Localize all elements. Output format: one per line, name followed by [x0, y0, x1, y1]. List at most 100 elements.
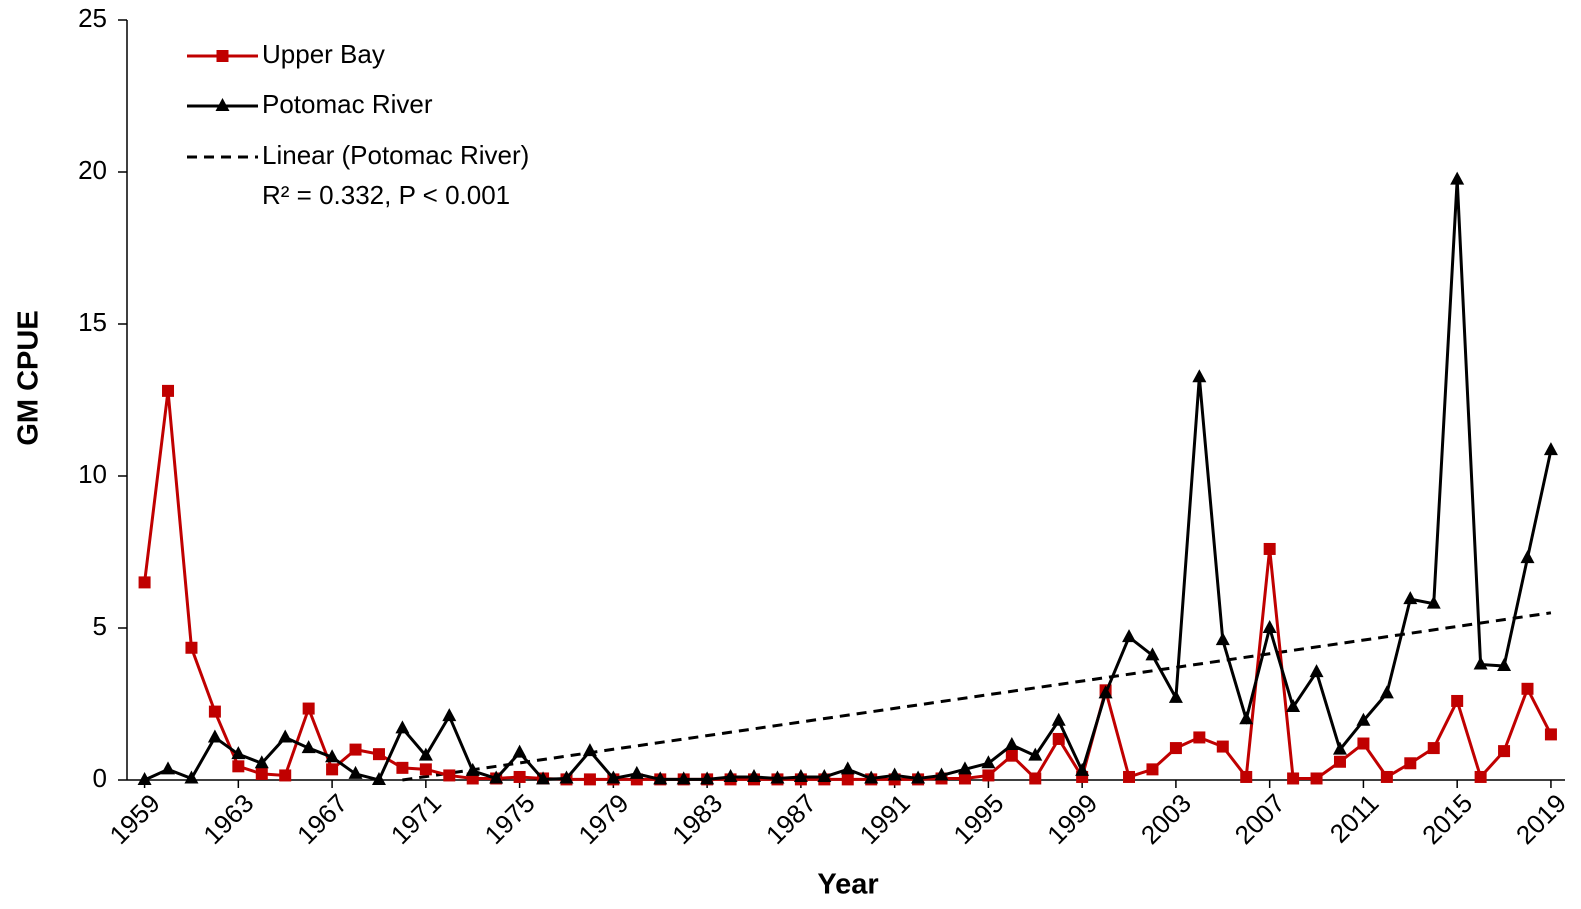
- data-point: [536, 771, 551, 785]
- x-tick-label: 1987: [760, 788, 822, 850]
- data-point: [396, 761, 409, 774]
- data-point: [185, 641, 198, 654]
- data-point: [1498, 745, 1511, 758]
- x-tick-label: 2019: [1510, 788, 1572, 850]
- data-point: [301, 740, 316, 754]
- data-point: [418, 747, 433, 761]
- data-point: [1380, 770, 1393, 783]
- data-point: [817, 768, 832, 782]
- data-point: [1473, 656, 1488, 670]
- x-tick-label: 1963: [197, 788, 259, 850]
- data-point: [1544, 728, 1557, 741]
- data-point: [489, 770, 504, 784]
- data-point: [1403, 591, 1418, 605]
- data-point: [1404, 757, 1417, 770]
- x-tick-label: 1959: [104, 788, 166, 850]
- data-point: [700, 771, 715, 785]
- data-point: [583, 773, 596, 786]
- data-point: [770, 770, 785, 784]
- data-point: [348, 765, 363, 779]
- data-point: [1145, 647, 1160, 661]
- data-point: [325, 749, 340, 763]
- data-point: [1216, 740, 1229, 753]
- x-tick-label: 1999: [1041, 788, 1103, 850]
- y-tick-label: 25: [78, 3, 107, 33]
- data-point: [1332, 741, 1347, 755]
- x-tick-label: 1983: [666, 788, 728, 850]
- data-point: [1451, 694, 1464, 707]
- data-point: [372, 748, 385, 761]
- data-point: [1286, 699, 1301, 713]
- data-point: [840, 761, 855, 775]
- data-point: [326, 763, 339, 776]
- legend-label: Potomac River: [262, 89, 433, 119]
- trend-line: [402, 611, 1552, 782]
- series-line: [143, 179, 1553, 782]
- x-tick-label: 2015: [1416, 788, 1478, 850]
- data-point: [1239, 711, 1254, 725]
- data-point: [1427, 742, 1440, 755]
- legend-marker: [215, 98, 230, 111]
- data-point: [371, 772, 386, 785]
- x-tick-label: 1975: [479, 788, 541, 850]
- data-point: [1310, 772, 1323, 785]
- data-point: [957, 761, 972, 775]
- data-point: [1193, 731, 1206, 744]
- data-point: [232, 760, 245, 773]
- y-tick-label: 15: [78, 307, 107, 337]
- data-point: [1122, 629, 1137, 643]
- data-point: [841, 773, 854, 786]
- data-point: [349, 743, 362, 756]
- data-point: [653, 771, 668, 785]
- data-point: [1168, 689, 1183, 703]
- data-point: [1098, 685, 1113, 699]
- data-point: [864, 770, 879, 784]
- data-point: [911, 770, 926, 784]
- data-point: [419, 763, 432, 776]
- data-point: [982, 769, 995, 782]
- y-axis-title: GM CPUE: [13, 310, 45, 445]
- data-point: [255, 767, 268, 780]
- data-point: [1005, 749, 1018, 762]
- data-point: [1004, 737, 1019, 751]
- data-point: [981, 755, 996, 769]
- data-point: [606, 770, 621, 784]
- data-point: [1263, 542, 1276, 555]
- data-point: [1052, 732, 1065, 745]
- data-point: [1123, 770, 1136, 783]
- data-point: [465, 762, 480, 776]
- data-point: [161, 761, 176, 775]
- y-tick-label: 0: [93, 763, 107, 793]
- data-point: [442, 708, 457, 722]
- data-point: [582, 743, 597, 757]
- data-point: [254, 755, 269, 769]
- x-axis-title: Year: [817, 869, 878, 901]
- x-tick-label: 1971: [385, 788, 447, 850]
- data-point: [1029, 772, 1042, 785]
- data-point: [1379, 685, 1394, 699]
- data-point: [1051, 712, 1066, 726]
- data-point: [1192, 369, 1207, 383]
- data-point: [137, 772, 152, 785]
- data-point: [723, 768, 738, 782]
- data-point: [184, 770, 199, 784]
- y-tick-label: 20: [78, 155, 107, 185]
- data-point: [1262, 620, 1277, 633]
- data-point: [231, 746, 246, 760]
- x-tick-label: 2007: [1229, 788, 1291, 850]
- data-point: [1474, 770, 1487, 783]
- series-line: [143, 390, 1553, 781]
- data-point: [208, 705, 221, 718]
- data-point: [958, 772, 971, 785]
- data-point: [1240, 770, 1253, 783]
- legend-label: Upper Bay: [262, 39, 385, 69]
- data-point: [1146, 763, 1159, 776]
- data-point: [302, 702, 315, 715]
- x-tick-label: 2003: [1135, 788, 1197, 850]
- data-point: [1357, 737, 1370, 750]
- data-point: [1497, 658, 1512, 671]
- x-tick-label: 1967: [291, 788, 353, 850]
- y-tick-label: 10: [78, 459, 107, 489]
- data-point: [1287, 772, 1300, 785]
